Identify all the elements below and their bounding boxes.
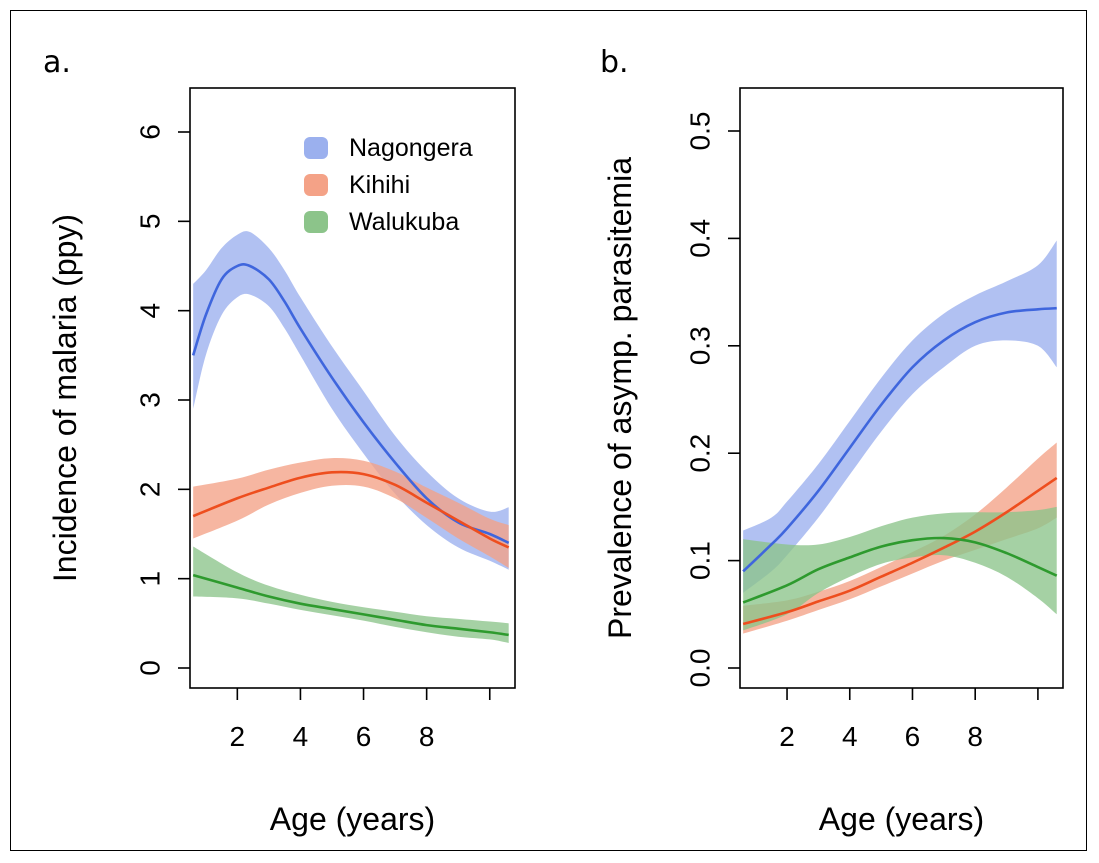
- series-line-walukuba: [192, 573, 509, 637]
- figure-frame: [10, 10, 1087, 851]
- panel-label: b.: [600, 45, 629, 80]
- x-axis-title: Age (years): [270, 801, 435, 837]
- y-tick-label: 0.1: [685, 541, 716, 580]
- series-line-kihihi: [192, 470, 510, 549]
- plot-box: [739, 87, 1064, 689]
- x-tick-label: 2: [230, 721, 246, 752]
- y-tick-label: 4: [135, 303, 166, 319]
- legend: Nagongera Kihihi Walukuba: [304, 134, 473, 236]
- y-axis-title: Incidence of malaria (ppy): [47, 214, 83, 582]
- series-line-nagongera: [742, 306, 1057, 573]
- y-tick-label: 0.5: [685, 112, 716, 151]
- ci-band-kihihi: [193, 458, 509, 568]
- ci-band-walukuba: [193, 546, 509, 643]
- x-tick-label: 8: [967, 721, 983, 752]
- panel-a: 2 4 6 8 0 1 2 3 4 5 6 Age (years) Incidence of malar…: [43, 45, 516, 837]
- legend-swatch-kihihi: [304, 174, 328, 196]
- legend-label-walukuba: Walukuba: [349, 208, 459, 236]
- plot-box: [189, 87, 516, 689]
- y-axis-title: Prevalence of asymp. parasitemia: [602, 157, 638, 639]
- series-line-kihihi: [742, 476, 1058, 626]
- panel-b: 2 4 6 8 0.0 0.1 0.2 0.3 0.4 0.5 Age (years) Prevale…: [600, 45, 1064, 837]
- ci-band-walukuba: [743, 506, 1057, 631]
- y-tick-label: 0.3: [685, 326, 716, 365]
- legend-label-kihihi: Kihihi: [349, 171, 410, 199]
- y-tick-label: 0: [135, 660, 166, 676]
- legend-swatch-walukuba: [304, 211, 328, 233]
- y-tick-label: 0.2: [685, 434, 716, 473]
- y-tick-label: 1: [135, 571, 166, 587]
- x-tick-label: 2: [779, 721, 795, 752]
- y-tick-label: 2: [135, 482, 166, 498]
- y-tick-label: 0.0: [685, 649, 716, 688]
- x-tick-label: 4: [293, 721, 309, 752]
- y-tick-label: 6: [135, 124, 166, 140]
- y-tick-label: 5: [135, 214, 166, 230]
- panel-label: a.: [43, 45, 71, 80]
- x-tick-label: 6: [905, 721, 921, 752]
- x-tick-label: 6: [356, 721, 372, 752]
- x-tick-label: 4: [842, 721, 858, 752]
- x-tick-label: 8: [419, 721, 435, 752]
- ci-band-nagongera: [743, 240, 1057, 593]
- y-tick-label: 3: [135, 392, 166, 408]
- y-tick-label: 0.4: [685, 219, 716, 258]
- legend-label-nagongera: Nagongera: [349, 134, 473, 162]
- x-axis-title: Age (years): [819, 801, 984, 837]
- legend-swatch-nagongera: [304, 137, 328, 159]
- ci-band-nagongera: [193, 231, 509, 570]
- series-line-walukuba: [742, 536, 1058, 604]
